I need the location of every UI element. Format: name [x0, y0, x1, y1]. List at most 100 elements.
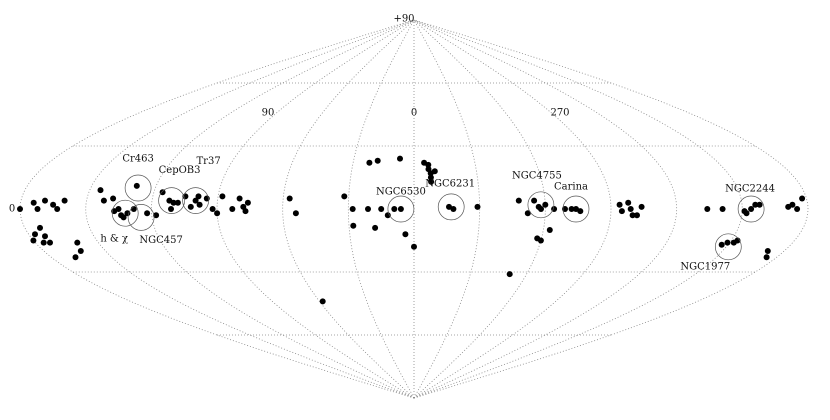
cluster-circle: [714, 233, 742, 261]
meridian: [347, 19, 415, 399]
cluster-dot: [30, 199, 37, 206]
meridian: [216, 19, 415, 399]
cluster-dot: [431, 168, 438, 175]
cluster-label: NGC2244: [725, 184, 775, 195]
cluster-dot: [153, 212, 160, 219]
cluster-dot: [450, 206, 457, 212]
cluster-dot: [47, 239, 53, 246]
meridian: [413, 19, 546, 399]
cluster-dot: [366, 159, 373, 166]
cluster-dot: [627, 206, 634, 212]
cluster-dot: [618, 208, 625, 215]
cluster-label: NGC6231: [425, 178, 475, 189]
cluster-dot: [634, 212, 640, 219]
cluster-dot: [292, 210, 299, 217]
cluster-dot: [219, 193, 226, 200]
cluster-dot: [577, 208, 584, 215]
cluster-dot: [794, 206, 801, 212]
cluster-dot: [506, 271, 513, 278]
cluster-dot: [372, 224, 379, 231]
cluster-dot: [562, 206, 568, 212]
cluster-dot: [752, 201, 759, 208]
meridian: [413, 19, 612, 399]
cluster-dot: [365, 206, 371, 212]
cluster-circle: [158, 187, 185, 214]
cluster-dot: [349, 206, 356, 212]
cluster-dot: [743, 210, 750, 217]
cluster-circle: [182, 187, 209, 214]
cluster-label: Cr463: [122, 154, 154, 165]
cluster-dot: [546, 227, 553, 233]
cluster-dot: [319, 298, 326, 305]
cluster-dot: [124, 210, 131, 217]
cluster-label: NGC6530: [376, 187, 426, 198]
cluster-dot: [120, 214, 127, 221]
cluster-label: Carina: [554, 182, 588, 193]
cluster-dot: [40, 239, 47, 246]
cluster-dot: [374, 157, 381, 164]
cluster-label: CepOB3: [159, 165, 201, 176]
cluster-dot: [244, 199, 251, 206]
cluster-dot: [77, 248, 84, 254]
grid-label: 0: [9, 204, 15, 215]
cluster-dot: [72, 254, 79, 261]
cluster-dot: [789, 201, 796, 208]
cluster-label: NGC4755: [512, 170, 562, 181]
cluster-dot: [187, 203, 194, 210]
cluster-dot: [719, 206, 726, 212]
cluster-dot: [214, 210, 221, 217]
cluster-dot: [638, 203, 645, 210]
cluster-dot: [133, 182, 140, 189]
cluster-dot: [542, 201, 549, 208]
cluster-dot: [799, 195, 806, 202]
cluster-dot: [286, 195, 293, 202]
cluster-dot: [537, 237, 544, 244]
cluster-dot: [391, 206, 398, 212]
cluster-dot: [168, 206, 174, 212]
cluster-dot: [32, 231, 38, 238]
cluster-dot: [756, 201, 763, 208]
cluster-dot: [350, 222, 357, 229]
cluster-dot: [474, 203, 481, 210]
cluster-dot: [42, 233, 48, 240]
cluster-dot: [34, 206, 41, 212]
cluster-dot: [74, 239, 81, 246]
grid-label: 0: [411, 108, 417, 119]
cluster-dot: [397, 206, 404, 212]
meridian: [413, 19, 743, 399]
cluster-dot: [17, 206, 23, 212]
cluster-dot: [568, 206, 575, 212]
cluster-dot: [229, 206, 236, 212]
grid-label: +90: [393, 14, 414, 25]
cluster-label: NGC457: [139, 235, 182, 246]
cluster-dot: [236, 195, 243, 202]
cluster-dot: [515, 197, 522, 204]
cluster-dot: [100, 197, 107, 204]
cluster-dot: [54, 206, 61, 212]
cluster-dot: [50, 201, 57, 208]
cluster-circle: [737, 195, 765, 223]
cluster-dot: [428, 178, 435, 185]
cluster-dot: [616, 201, 623, 208]
cluster-dot: [196, 201, 203, 208]
cluster-dot: [341, 193, 348, 200]
cluster-circle: [111, 199, 139, 227]
cluster-dot: [763, 254, 770, 261]
cluster-dot: [192, 197, 199, 204]
cluster-circle: [437, 193, 465, 221]
cluster-dot: [704, 206, 711, 212]
cluster-dot: [625, 199, 632, 206]
meridian: [413, 19, 481, 399]
cluster-dot: [242, 208, 249, 215]
cluster-dot: [110, 195, 117, 202]
cluster-dot: [209, 206, 216, 212]
cluster-dot: [61, 197, 68, 204]
cluster-dot: [397, 155, 403, 162]
cluster-dot: [174, 199, 181, 206]
cluster-dot: [538, 206, 544, 212]
cluster-dot: [30, 237, 37, 244]
cluster-circle: [387, 195, 415, 223]
cluster-dot: [42, 197, 48, 204]
cluster-label: h & χ: [100, 234, 128, 245]
